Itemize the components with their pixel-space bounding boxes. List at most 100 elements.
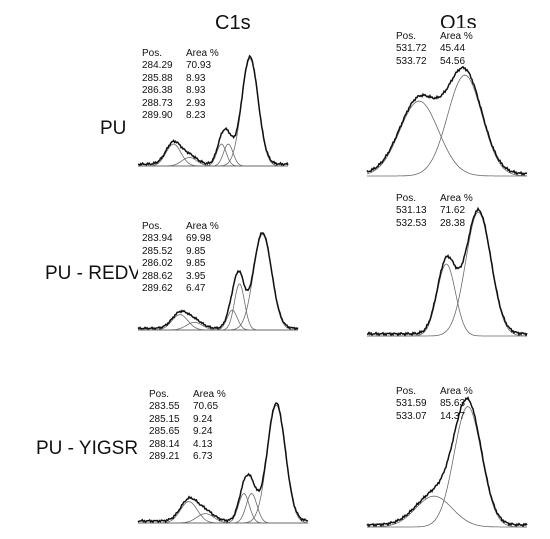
peak-area-percent: 8.23 xyxy=(186,110,206,122)
o1s-fit-table-pu-redv: Pos. Area % 531.13 71.62 532.53 28.38 xyxy=(396,193,490,230)
peak-position: 533.07 xyxy=(396,410,427,422)
pos-header: Pos. xyxy=(142,48,163,59)
row-label-pu-yigsr: PU - YIGSR xyxy=(36,438,139,459)
o1s-component-peak-2-pu xyxy=(367,74,528,177)
peak-position: 283.94 xyxy=(142,233,173,245)
c1s-envelope-curve-pu-yigsr xyxy=(137,402,309,524)
peak-area-percent: 9.85 xyxy=(186,245,206,257)
fit-table-header: Pos. Area % xyxy=(396,31,490,43)
peak-position: 285.52 xyxy=(142,245,173,257)
fit-table-row: 533.07 14.37 xyxy=(396,411,490,423)
c1s-fit-table-pu: Pos. Area % 284.29 70.93 285.88 8.93 286.38 8.9… xyxy=(142,48,236,122)
fit-table-row: 532.53 28.38 xyxy=(396,218,490,230)
peak-area-percent: 71.62 xyxy=(440,205,466,217)
fit-table-row: 285.65 9.24 xyxy=(149,426,243,438)
fit-table-row: 289.21 6.73 xyxy=(149,451,243,463)
fit-table-row: 285.52 9.85 xyxy=(142,246,236,258)
o1s-plot-pu-yigsr xyxy=(366,396,528,528)
o1s-component-peak-2-pu-yigsr xyxy=(367,406,527,528)
peak-position: 285.65 xyxy=(149,426,180,438)
area-header: Area % xyxy=(440,386,473,397)
o1s-plot-pu xyxy=(366,65,528,177)
pos-header: Pos. xyxy=(396,193,417,204)
fit-table-row: 531.59 85.63 xyxy=(396,398,490,410)
fit-table-row: 283.55 70.65 xyxy=(149,401,243,413)
peak-area-percent: 6.73 xyxy=(193,451,213,463)
fit-table-row: 531.13 71.62 xyxy=(396,205,490,217)
peak-area-percent: 6.47 xyxy=(186,283,206,295)
fit-table-header: Pos. Area % xyxy=(142,221,236,233)
fit-table-row: 288.73 2.93 xyxy=(142,98,236,110)
peak-area-percent: 45.44 xyxy=(440,43,466,55)
pos-header: Pos. xyxy=(142,221,163,232)
c1s-plot-pu xyxy=(137,54,289,167)
peak-position: 288.14 xyxy=(149,438,180,450)
peak-area-percent: 85.63 xyxy=(440,398,466,410)
c1s-envelope-curve-pu xyxy=(137,54,289,167)
o1s-envelope-curve-pu xyxy=(366,65,528,176)
o1s-component-peak-1-pu-redv xyxy=(367,263,527,337)
area-header: Area % xyxy=(186,221,219,232)
peak-area-percent: 54.56 xyxy=(440,55,466,67)
fit-table-row: 289.62 6.47 xyxy=(142,283,236,295)
fit-table-row: 285.15 9.24 xyxy=(149,414,243,426)
area-header: Area % xyxy=(186,48,219,59)
c1s-column-title: C1s xyxy=(215,12,251,34)
fit-table-row: 285.88 8.93 xyxy=(142,73,236,85)
peak-position: 288.62 xyxy=(142,270,173,282)
peak-position: 531.13 xyxy=(396,205,427,217)
peak-position: 289.62 xyxy=(142,283,173,295)
c1s-fit-table-pu-redv: Pos. Area % 283.94 69.98 285.52 9.85 286.02 9.8… xyxy=(142,221,236,295)
fit-table-header: Pos. Area % xyxy=(396,386,490,398)
o1s-component-peak-1-pu xyxy=(366,100,527,177)
pos-header: Pos. xyxy=(396,386,417,397)
fit-table-row: 289.90 8.23 xyxy=(142,110,236,122)
c1s-fit-table-pu-yigsr: Pos. Area % 283.55 70.65 285.15 9.24 285.65 9.2… xyxy=(149,389,243,463)
peak-position: 284.29 xyxy=(142,60,173,72)
area-header: Area % xyxy=(440,31,473,42)
area-header: Area % xyxy=(440,193,473,204)
peak-area-percent: 69.98 xyxy=(186,233,212,245)
fit-table-row: 533.72 54.56 xyxy=(396,56,490,68)
fit-table-row: 286.38 8.93 xyxy=(142,85,236,97)
peak-position: 289.90 xyxy=(142,110,173,122)
o1s-fit-table-pu-yigsr: Pos. Area % 531.59 85.63 533.07 14.37 xyxy=(396,386,490,423)
peak-position: 286.02 xyxy=(142,258,173,270)
fit-table-row: 531.72 45.44 xyxy=(396,43,490,55)
peak-position: 285.88 xyxy=(142,72,173,84)
peak-area-percent: 4.13 xyxy=(193,438,213,450)
o1s-component-peak-2-pu-redv xyxy=(367,211,527,337)
fit-table-row: 283.94 69.98 xyxy=(142,233,236,245)
peak-area-percent: 70.93 xyxy=(186,60,212,72)
peak-area-percent: 9.85 xyxy=(186,258,206,270)
o1s-spectrum-pu xyxy=(366,28,528,180)
peak-area-percent: 28.38 xyxy=(440,217,466,229)
peak-area-percent: 70.65 xyxy=(193,401,219,413)
o1s-envelope-curve-pu-yigsr xyxy=(366,396,528,528)
o1s-plot-pu-redv xyxy=(366,206,528,337)
peak-area-percent: 8.93 xyxy=(186,85,206,97)
c1s-envelope-curve-pu-redv xyxy=(137,232,299,331)
fit-table-row: 284.29 70.93 xyxy=(142,60,236,72)
pos-header: Pos. xyxy=(396,31,417,42)
peak-area-percent: 14.37 xyxy=(440,410,466,422)
peak-position: 288.73 xyxy=(142,97,173,109)
fit-table-header: Pos. Area % xyxy=(149,389,243,401)
fit-table-header: Pos. Area % xyxy=(396,193,490,205)
fit-table-row: 288.62 3.95 xyxy=(142,271,236,283)
o1s-component-peak-1-pu-yigsr xyxy=(367,495,527,528)
row-label-pu-redv: PU - REDV xyxy=(45,263,142,284)
peak-position: 532.53 xyxy=(396,217,427,229)
fit-table-row: 288.14 4.13 xyxy=(149,439,243,451)
peak-position: 286.38 xyxy=(142,85,173,97)
c1s-plot-pu-redv xyxy=(137,232,299,331)
peak-area-percent: 2.93 xyxy=(186,97,206,109)
peak-position: 285.15 xyxy=(149,413,180,425)
c1s-spectrum-pu-redv xyxy=(137,216,299,334)
peak-position: 283.55 xyxy=(149,401,180,413)
row-label-pu: PU xyxy=(100,118,127,139)
peak-area-percent: 8.93 xyxy=(186,72,206,84)
o1s-spectrum-pu-yigsr xyxy=(366,383,528,531)
peak-position: 531.72 xyxy=(396,43,427,55)
